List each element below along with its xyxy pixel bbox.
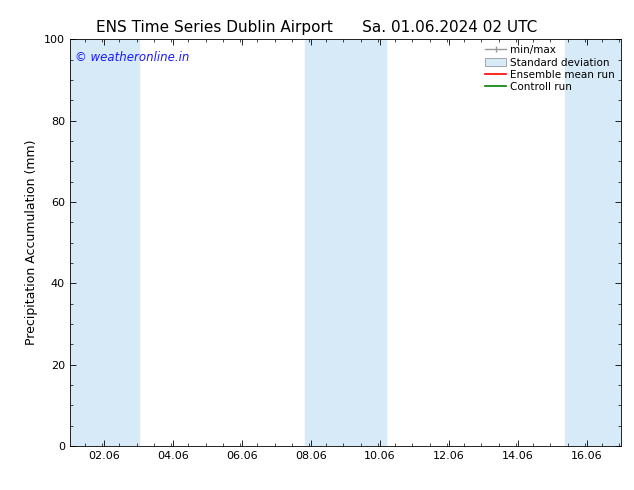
Legend: min/max, Standard deviation, Ensemble mean run, Controll run: min/max, Standard deviation, Ensemble me… <box>482 42 618 95</box>
Bar <box>566 39 621 446</box>
Text: ENS Time Series Dublin Airport      Sa. 01.06.2024 02 UTC: ENS Time Series Dublin Airport Sa. 01.06… <box>96 20 538 35</box>
Y-axis label: Precipitation Accumulation (mm): Precipitation Accumulation (mm) <box>25 140 38 345</box>
Text: © weatheronline.in: © weatheronline.in <box>75 51 190 64</box>
Bar <box>305 39 386 446</box>
Bar <box>70 39 139 446</box>
